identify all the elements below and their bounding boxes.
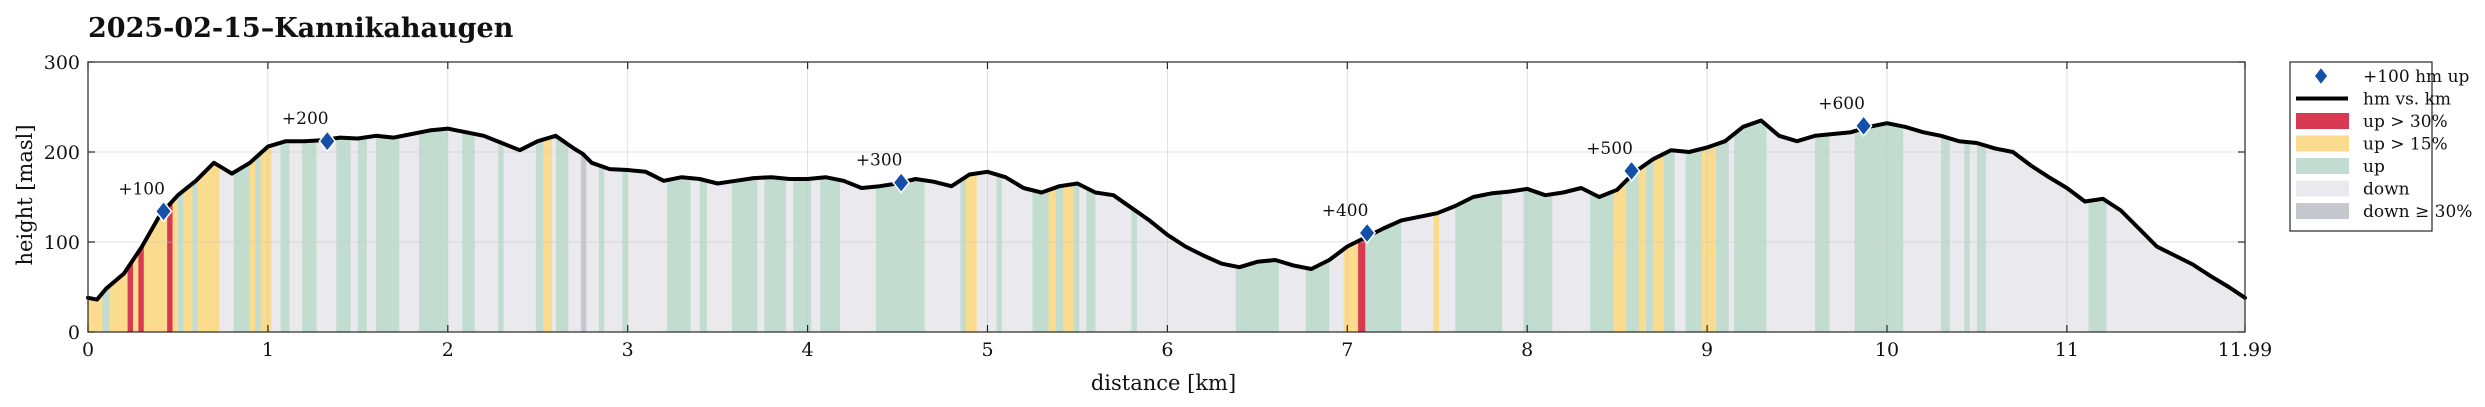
band-up15 bbox=[965, 62, 978, 332]
band-up bbox=[598, 62, 605, 332]
axis-ticks: 0 1 2 3 4 5 6 7 8 9 10 11 11.99 0 100 200 300 bbox=[44, 52, 2272, 361]
band-down bbox=[757, 62, 765, 332]
y-tick-label: 0 bbox=[68, 322, 80, 344]
band-up15 bbox=[183, 62, 193, 332]
x-tick-label: 11 bbox=[2055, 339, 2079, 361]
legend-swatch-up30 bbox=[2296, 113, 2349, 129]
band-up bbox=[1645, 62, 1654, 332]
band-down bbox=[350, 62, 359, 332]
band-down bbox=[271, 62, 281, 332]
legend-label: down ≥ 30% bbox=[2363, 202, 2472, 222]
legend-label: hm vs. km bbox=[2363, 90, 2451, 110]
band-down30 bbox=[580, 62, 587, 332]
band-up bbox=[255, 62, 262, 332]
x-tick-label: 4 bbox=[802, 339, 814, 361]
band-up15 bbox=[1653, 62, 1665, 332]
hm-marker bbox=[1854, 114, 1873, 138]
band-up bbox=[498, 62, 504, 332]
band-up bbox=[1055, 62, 1064, 332]
x-tick-label: 11.99 bbox=[2218, 339, 2272, 361]
gradient-bands bbox=[88, 62, 2246, 332]
x-tick-label: 6 bbox=[1161, 339, 1173, 361]
legend-swatch-down bbox=[2296, 180, 2349, 197]
band-up15 bbox=[260, 62, 272, 332]
band-up bbox=[960, 62, 967, 332]
band-down bbox=[811, 62, 821, 332]
y-tick-label: 100 bbox=[44, 232, 80, 254]
hm-marker-label: +400 bbox=[1322, 201, 1369, 221]
legend-swatch-up bbox=[2296, 158, 2349, 174]
profile-line bbox=[86, 118, 2247, 302]
band-down bbox=[786, 62, 794, 332]
hm-marker bbox=[1358, 221, 1377, 245]
legend-label: +100 hm up bbox=[2363, 67, 2470, 87]
legend-label: up bbox=[2363, 157, 2385, 177]
legend-swatch-up15 bbox=[2296, 135, 2349, 152]
legend-label: down bbox=[2363, 180, 2410, 200]
band-down bbox=[690, 62, 701, 332]
hm-marker-label: +200 bbox=[282, 109, 329, 129]
band-down bbox=[1969, 62, 1978, 332]
band-up bbox=[1940, 62, 1951, 332]
band-up bbox=[280, 62, 290, 332]
y-tick-label: 200 bbox=[44, 142, 80, 164]
band-up bbox=[535, 62, 544, 332]
band-down bbox=[1728, 62, 1735, 332]
x-tick-label: 7 bbox=[1341, 339, 1353, 361]
hm-marker-label: +500 bbox=[1586, 139, 1633, 159]
hm-marker bbox=[154, 200, 173, 223]
band-up bbox=[1073, 62, 1080, 332]
band-up bbox=[192, 62, 199, 332]
x-tick-label: 8 bbox=[1521, 339, 1533, 361]
x-tick-label: 0 bbox=[82, 339, 94, 361]
x-tick-label: 5 bbox=[981, 339, 993, 361]
hm-marker-label: +100 bbox=[118, 179, 165, 199]
hm-marker-label: +600 bbox=[1818, 94, 1865, 114]
sky-mask bbox=[88, 62, 2245, 300]
hm-marker-label: +300 bbox=[856, 151, 903, 171]
band-down bbox=[552, 62, 557, 332]
band-up15 bbox=[1048, 62, 1057, 332]
chart-title: 2025-02-15–Kannikahaugen bbox=[88, 13, 514, 44]
y-tick-label: 300 bbox=[44, 52, 80, 74]
legend-swatch-down30 bbox=[2296, 203, 2349, 219]
x-tick-label: 3 bbox=[622, 339, 634, 361]
x-tick-label: 10 bbox=[1875, 339, 1899, 361]
hm-marker bbox=[892, 171, 911, 194]
band-up bbox=[177, 62, 184, 332]
hm-marker bbox=[1622, 159, 1641, 183]
hm-marker bbox=[318, 129, 337, 153]
band-up bbox=[1086, 62, 1096, 332]
band-up15 bbox=[543, 62, 553, 332]
band-up bbox=[996, 62, 1003, 332]
band-down bbox=[1079, 62, 1087, 332]
y-axis-label: height [masl] bbox=[13, 124, 37, 265]
legend-label: up > 15% bbox=[2363, 135, 2448, 155]
hm-markers: +100 +200 +300 +400 +500 +600 bbox=[118, 94, 1873, 245]
plot-frame bbox=[87, 61, 2246, 333]
band-up bbox=[1964, 62, 1971, 332]
band-up bbox=[357, 62, 368, 332]
legend-marker-swatch bbox=[2313, 65, 2329, 87]
band-down bbox=[366, 62, 377, 332]
legend-label: up > 30% bbox=[2363, 112, 2448, 132]
x-tick-label: 9 bbox=[1701, 339, 1713, 361]
band-up15 bbox=[249, 62, 256, 332]
band-up bbox=[622, 62, 629, 332]
band-up bbox=[1976, 62, 1987, 332]
x-axis-label: distance [km] bbox=[1091, 371, 1236, 395]
x-tick-label: 1 bbox=[262, 339, 274, 361]
band-up15 bbox=[1638, 62, 1647, 332]
x-tick-label: 2 bbox=[442, 339, 454, 361]
band-up bbox=[699, 62, 708, 332]
band-down bbox=[1674, 62, 1686, 332]
band-up bbox=[1663, 62, 1676, 332]
band-up15 bbox=[1063, 62, 1075, 332]
